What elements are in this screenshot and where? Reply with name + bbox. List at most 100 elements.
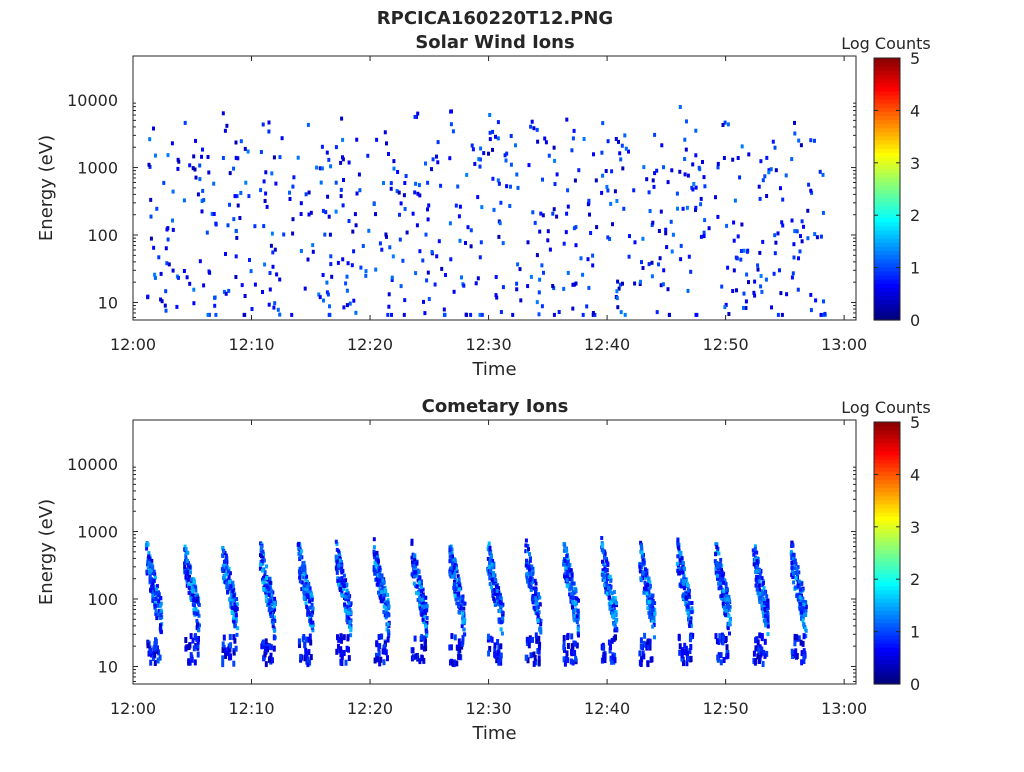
heatmap-cell [754, 570, 758, 574]
heatmap-cell [755, 559, 759, 564]
heatmap-cell [454, 563, 458, 568]
heatmap-cell [221, 156, 225, 160]
heatmap-cell [640, 550, 644, 555]
y-tick-label: 1000 [77, 523, 118, 542]
heatmap-cell [411, 560, 414, 565]
heatmap-cell [727, 312, 731, 316]
heatmap-cell [222, 289, 226, 294]
colorbar-segment [874, 569, 900, 575]
heatmap-cell [167, 262, 171, 267]
heatmap-cell [334, 539, 338, 544]
heatmap-cell [686, 288, 690, 293]
colorbar-segment [874, 62, 900, 67]
heatmap-cell [823, 311, 827, 316]
heatmap-cell [456, 596, 460, 601]
heatmap-cell [494, 293, 498, 298]
heatmap-cell [265, 588, 269, 593]
heatmap-cell [600, 536, 604, 540]
heatmap-cell [261, 580, 265, 585]
heatmap-cell [624, 146, 628, 151]
heatmap-cell [531, 569, 535, 574]
panel-solar-wind-ions: 12:00 12:10 12:20 12:30 12:40 12:50 13:0010100… [36, 34, 931, 380]
heatmap-cell [627, 149, 630, 154]
heatmap-cell [551, 211, 555, 216]
heatmap-cell [745, 272, 749, 277]
heatmap-cell [488, 574, 492, 579]
heatmap-cell [773, 233, 777, 238]
heatmap-cell [600, 572, 604, 577]
heatmap-cell [564, 230, 568, 235]
heatmap-cell [793, 120, 796, 125]
heatmap-cell [552, 312, 556, 317]
heatmap-cell [802, 633, 806, 640]
heatmap-cell [450, 551, 454, 556]
heatmap-cell [645, 598, 649, 603]
heatmap-cell [606, 561, 610, 566]
heatmap-cell [694, 153, 698, 158]
heatmap-cell [276, 307, 280, 312]
heatmap-cell [342, 634, 346, 641]
heatmap-cell [192, 579, 196, 584]
heatmap-cell [455, 591, 459, 596]
heatmap-cell [307, 190, 311, 195]
colorbar-segment [874, 254, 900, 260]
heatmap-cell [803, 600, 807, 605]
heatmap-cell [804, 605, 808, 610]
heatmap-cell [426, 180, 430, 185]
heatmap-cell [190, 656, 194, 663]
heatmap-cell [758, 596, 762, 601]
heatmap-cell [525, 636, 529, 643]
heatmap-cell [537, 655, 541, 662]
heatmap-cell [187, 585, 191, 590]
heatmap-cell [191, 166, 195, 171]
heatmap-cell [514, 143, 517, 148]
heatmap-cell [263, 574, 267, 579]
heatmap-cell [233, 608, 236, 613]
heatmap-cell [685, 607, 689, 612]
heatmap-cell [496, 178, 500, 183]
heatmap-cell [721, 601, 725, 606]
heatmap-cell [760, 590, 764, 595]
heatmap-cell [233, 637, 237, 644]
heatmap-cell [499, 659, 503, 666]
y-tick-label: 10000 [67, 91, 118, 110]
heatmap-cell [491, 129, 495, 134]
colorbar-segment [874, 98, 900, 104]
heatmap-cell [342, 584, 346, 588]
heatmap-cell [762, 586, 766, 591]
colorbar-segment [874, 671, 900, 677]
heatmap-cell [212, 212, 216, 216]
heatmap-cell [341, 203, 345, 208]
heatmap-cell [327, 157, 331, 162]
heatmap-cell [177, 275, 180, 280]
heatmap-cell [403, 181, 407, 185]
heatmap-cell [308, 633, 312, 640]
colorbar-tick-label: 1 [910, 259, 920, 278]
heatmap-cell [572, 609, 575, 614]
colorbar-segment [874, 614, 900, 620]
heatmap-cell [460, 275, 463, 280]
heatmap-cell [608, 237, 612, 241]
heatmap-cell [494, 275, 498, 279]
heatmap-cell [232, 593, 236, 598]
heatmap-cell [151, 655, 155, 661]
heatmap-cell [376, 656, 379, 663]
heatmap-cell [347, 160, 351, 165]
heatmap-cell [425, 616, 429, 620]
heatmap-cell [780, 220, 784, 225]
heatmap-cell [266, 583, 270, 588]
heatmap-cell [717, 581, 720, 586]
heatmap-cell [234, 229, 238, 234]
heatmap-cell [494, 602, 498, 607]
heatmap-cell [413, 190, 417, 195]
heatmap-cell [641, 557, 645, 562]
heatmap-cell [300, 570, 304, 575]
heatmap-cell [387, 152, 390, 156]
heatmap-cell [715, 573, 719, 578]
heatmap-cell [655, 168, 659, 173]
heatmap-cell [282, 232, 286, 237]
heatmap-cell [308, 605, 312, 610]
heatmap-cell [753, 279, 757, 284]
colorbar-segment [874, 512, 900, 517]
heatmap-cell [562, 656, 566, 663]
